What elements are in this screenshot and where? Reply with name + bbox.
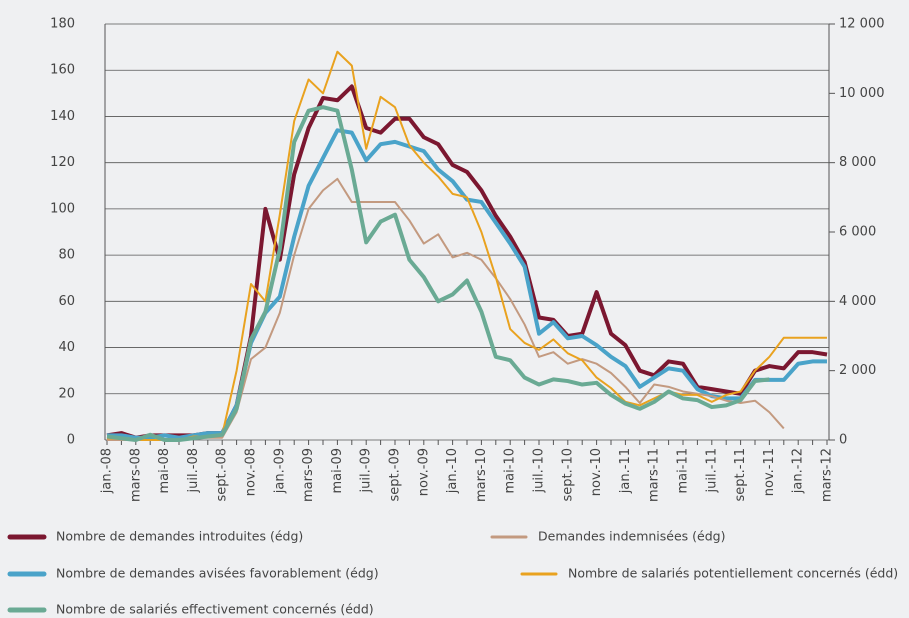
x-tick-label: nov.-09	[416, 448, 431, 496]
series-line	[106, 105, 770, 442]
y-tick-label: 80	[58, 248, 75, 263]
legend: Nombre de demandes introduites (édg) Nomb…	[7, 529, 898, 617]
x-tick-label: mars-09	[301, 448, 316, 502]
series-line	[107, 177, 785, 441]
y-tick-label: 100	[50, 201, 75, 216]
x-tick-label: mai-09	[330, 448, 345, 493]
y-tick-label: 180	[50, 17, 75, 32]
y2-tick-label: 6 000	[839, 225, 876, 240]
y-tick-label: 40	[58, 340, 75, 355]
x-tick-label: mai-10	[503, 448, 518, 493]
legend-label: Nombre de demandes introduites (édg)	[56, 529, 303, 544]
y-tick-label: 120	[50, 155, 75, 170]
x-tick-label: jan.-08	[100, 448, 115, 494]
legend-label: Nombre de salariés potentiellement conce…	[568, 566, 898, 581]
x-tick-label: juil.-08	[186, 448, 201, 493]
x-tick-label: mars-10	[474, 448, 489, 502]
legend-label: Nombre de salariés effectivement concern…	[56, 602, 374, 617]
y-tick-label: 160	[50, 63, 75, 78]
y2-tick-label: 2 000	[839, 363, 876, 378]
x-tick-label: nov.-10	[589, 448, 604, 496]
y2-tick-label: 12 000	[839, 17, 885, 32]
series-line	[106, 50, 827, 441]
legend-label: Nombre de demandes avisées favorablement…	[56, 566, 379, 581]
x-tick-label: mai-08	[157, 448, 172, 493]
x-tick-label: juil.-10	[532, 448, 547, 493]
x-tick-label: sept.-09	[388, 448, 403, 502]
y2-tick-label: 0	[839, 433, 847, 448]
x-tick-label: jan.-11	[618, 448, 633, 494]
y-tick-label: 140	[50, 109, 75, 124]
x-tick-label: jan.-10	[445, 448, 460, 494]
x-tick-label: juil.-09	[359, 448, 374, 493]
x-tick-label: jan.-12	[791, 448, 806, 494]
x-tick-label: mars-12	[820, 448, 835, 502]
y2-tick-label: 4 000	[839, 294, 876, 309]
y2-tick-label: 8 000	[839, 155, 876, 170]
x-tick-label: sept.-10	[560, 448, 575, 502]
x-tick-label: mars-11	[647, 448, 662, 502]
y-tick-label: 60	[58, 294, 75, 309]
x-tick-label: mars-08	[128, 448, 143, 502]
y-tick-label: 20	[58, 386, 75, 401]
x-tick-label: nov.-08	[244, 448, 259, 496]
x-tick-label: jan.-09	[272, 448, 287, 494]
x-tick-label: juil.-11	[704, 448, 719, 493]
legend-label: Demandes indemnisées (édg)	[538, 529, 725, 544]
x-tick-label: sept.-08	[215, 448, 230, 502]
x-tick-label: sept.-11	[733, 448, 748, 502]
x-tick-label: mai-11	[676, 448, 691, 493]
x-tick-label: nov.-11	[762, 448, 777, 496]
y-tick-label: 0	[67, 433, 75, 448]
y2-tick-label: 10 000	[839, 86, 885, 101]
series-line	[106, 84, 828, 440]
